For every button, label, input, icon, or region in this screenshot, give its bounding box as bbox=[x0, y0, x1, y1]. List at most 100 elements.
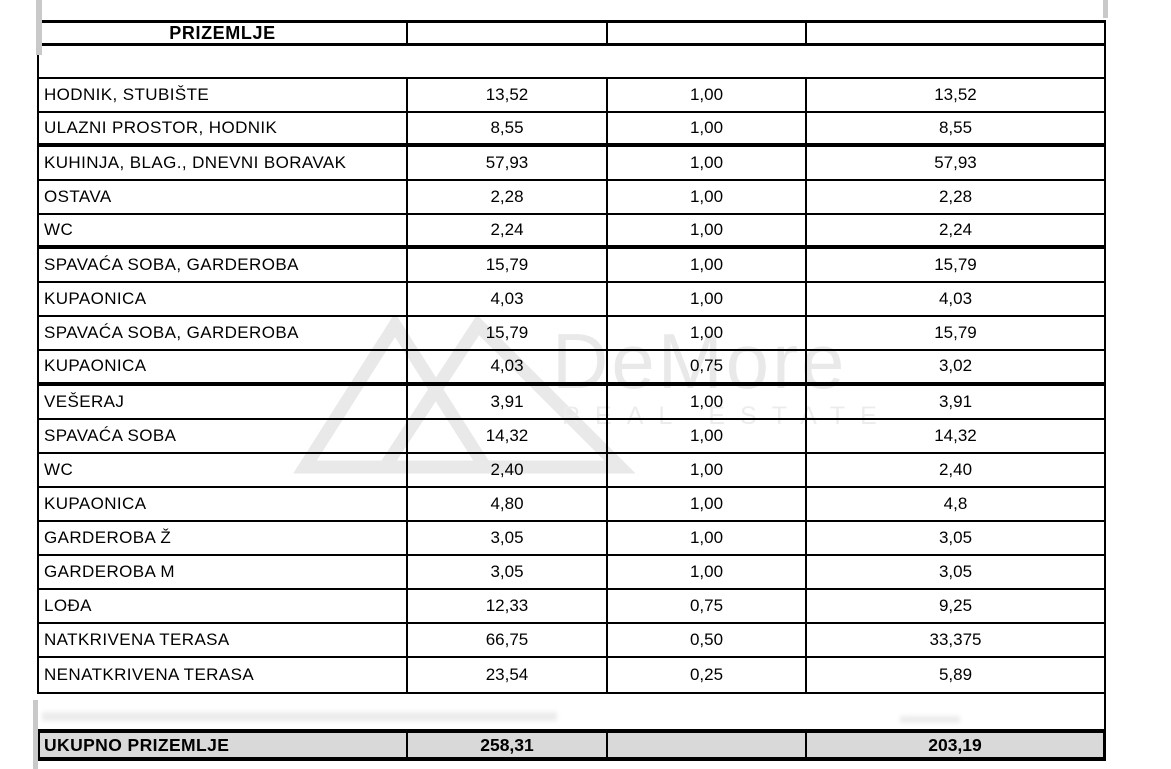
cell-name: KUPAONICA bbox=[39, 351, 408, 382]
table-row: KUPAONICA 4,03 0,75 3,02 bbox=[39, 351, 1104, 386]
cell-coef: 1,00 bbox=[608, 487, 807, 520]
table-row: WC 2,24 1,00 2,24 bbox=[39, 215, 1104, 250]
scan-artifact bbox=[42, 712, 557, 721]
cell-result: 3,05 bbox=[938, 561, 973, 581]
cell-coef: 1,00 bbox=[608, 215, 807, 246]
table-row: KUPAONICA 4,03 1,00 4,03 bbox=[39, 283, 1104, 318]
total-area-value: 258,31 bbox=[408, 733, 608, 757]
cell-coef: 0,25 bbox=[608, 657, 807, 692]
cell-coef: 1,00 bbox=[608, 283, 807, 316]
table-row: WC 2,40 1,00 2,40 bbox=[39, 453, 1104, 488]
cell-coef: 1,00 bbox=[608, 419, 807, 452]
cell-result: 57,93 bbox=[934, 153, 977, 173]
cell-name: GARDEROBA Ž bbox=[39, 521, 408, 554]
header-empty-cell bbox=[408, 23, 608, 44]
header-empty-cell bbox=[807, 23, 1104, 44]
total-result-value: 203,19 bbox=[928, 734, 982, 755]
cell-coef: 1,00 bbox=[608, 555, 807, 588]
spacer-row bbox=[37, 694, 1106, 729]
cell-name: KUHINJA, BLAG., DNEVNI BORAVAK bbox=[39, 147, 408, 180]
cell-area: 23,54 bbox=[408, 657, 608, 692]
cell-area: 2,40 bbox=[408, 453, 608, 486]
cell-area: 4,03 bbox=[408, 351, 608, 382]
total-coef-cell bbox=[608, 733, 807, 757]
cell-name: LOĐA bbox=[39, 589, 408, 622]
cell-coef: 1,00 bbox=[608, 113, 807, 144]
cell-coef: 1,00 bbox=[608, 181, 807, 214]
cell-result: 2,24 bbox=[938, 220, 973, 240]
table-row: NATKRIVENA TERASA 66,75 0,50 33,375 bbox=[39, 623, 1104, 658]
cell-area: 15,79 bbox=[408, 249, 608, 282]
cell-area: 2,24 bbox=[408, 215, 608, 246]
cell-result: 5,89 bbox=[938, 664, 973, 684]
cell-name: KUPAONICA bbox=[39, 283, 408, 316]
cell-coef: 1,00 bbox=[608, 453, 807, 486]
scan-artifact bbox=[1103, 0, 1108, 18]
cell-coef: 0,75 bbox=[608, 589, 807, 622]
cell-result: 33,375 bbox=[929, 629, 982, 649]
cell-result: 13,52 bbox=[934, 85, 977, 105]
cell-result: 3,05 bbox=[938, 527, 973, 547]
cell-name: GARDEROBA M bbox=[39, 555, 408, 588]
cell-area: 4,80 bbox=[408, 487, 608, 520]
cell-name: SPAVAĆA SOBA, GARDEROBA bbox=[39, 249, 408, 282]
cell-area: 14,32 bbox=[408, 419, 608, 452]
cell-name: SPAVAĆA SOBA bbox=[39, 419, 408, 452]
table-row: VEŠERAJ 3,91 1,00 3,91 bbox=[39, 385, 1104, 420]
scan-artifact bbox=[33, 700, 38, 769]
cell-result: 9,25 bbox=[938, 595, 973, 615]
cell-result: 14,32 bbox=[934, 425, 977, 445]
cell-name: NENATKRIVENA TERASA bbox=[39, 657, 408, 692]
cell-result: 3,91 bbox=[938, 391, 973, 411]
cell-area: 13,52 bbox=[408, 79, 608, 112]
table-header-row: PRIZEMLJE bbox=[37, 20, 1106, 46]
cell-area: 12,33 bbox=[408, 589, 608, 622]
cell-name: ULAZNI PROSTOR, HODNIK bbox=[39, 113, 408, 144]
cell-area: 8,55 bbox=[408, 113, 608, 144]
watermark-tagline: REAL ESTATE bbox=[562, 402, 892, 430]
table-row: SPAVAĆA SOBA 14,32 1,00 14,32 bbox=[39, 419, 1104, 454]
cell-area: 2,28 bbox=[408, 181, 608, 214]
table-row: ULAZNI PROSTOR, HODNIK 8,55 1,00 8,55 bbox=[39, 113, 1104, 148]
cell-coef: 1,00 bbox=[608, 385, 807, 418]
cell-result: 8,55 bbox=[938, 118, 973, 138]
cell-area: 3,05 bbox=[408, 521, 608, 554]
cell-coef: 1,00 bbox=[608, 317, 807, 350]
cell-coef: 0,50 bbox=[608, 623, 807, 656]
table-row: SPAVAĆA SOBA, GARDEROBA 15,79 1,00 15,79 bbox=[39, 317, 1104, 352]
cell-name: HODNIK, STUBIŠTE bbox=[39, 79, 408, 112]
table-row: KUHINJA, BLAG., DNEVNI BORAVAK 57,93 1,00 5… bbox=[39, 147, 1104, 182]
cell-area: 57,93 bbox=[408, 147, 608, 180]
cell-result: 2,28 bbox=[938, 187, 973, 207]
cell-name: VEŠERAJ bbox=[39, 385, 408, 418]
cell-area: 4,03 bbox=[408, 283, 608, 316]
scan-artifact bbox=[900, 716, 960, 723]
table-row: SPAVAĆA SOBA, GARDEROBA 15,79 1,00 15,79 bbox=[39, 249, 1104, 284]
table-row: GARDEROBA Ž 3,05 1,00 3,05 bbox=[39, 521, 1104, 556]
spacer-row bbox=[37, 46, 1106, 77]
cell-name: KUPAONICA bbox=[39, 487, 408, 520]
cell-area: 3,91 bbox=[408, 385, 608, 418]
table-row: LOĐA 12,33 0,75 9,25 bbox=[39, 589, 1104, 624]
cell-coef: 1,00 bbox=[608, 79, 807, 112]
cell-coef: 1,00 bbox=[608, 249, 807, 282]
header-empty-cell bbox=[608, 23, 807, 44]
watermark-triangles-icon bbox=[293, 315, 636, 474]
area-table: PRIZEMLJE HODNIK, STUBIŠTE 13,52 1,00 13,52… bbox=[37, 20, 1106, 761]
data-rows: HODNIK, STUBIŠTE 13,52 1,00 13,52 ULAZNI PRO… bbox=[37, 77, 1106, 694]
cell-coef: 1,00 bbox=[608, 147, 807, 180]
cell-coef: 1,00 bbox=[608, 521, 807, 554]
cell-area: 66,75 bbox=[408, 623, 608, 656]
cell-area: 15,79 bbox=[408, 317, 608, 350]
cell-result: 4,03 bbox=[938, 289, 973, 309]
cell-name: OSTAVA bbox=[39, 181, 408, 214]
cell-result: 3,02 bbox=[938, 356, 973, 376]
total-row: UKUPNO PRIZEMLJE 258,31 203,19 bbox=[37, 729, 1106, 761]
table-row: HODNIK, STUBIŠTE 13,52 1,00 13,52 bbox=[39, 79, 1104, 114]
cell-name: WC bbox=[39, 215, 408, 246]
cell-name: SPAVAĆA SOBA, GARDEROBA bbox=[39, 317, 408, 350]
header-title-cell: PRIZEMLJE bbox=[39, 23, 408, 44]
cell-result: 4,8 bbox=[943, 493, 968, 513]
cell-result: 15,79 bbox=[934, 255, 977, 275]
